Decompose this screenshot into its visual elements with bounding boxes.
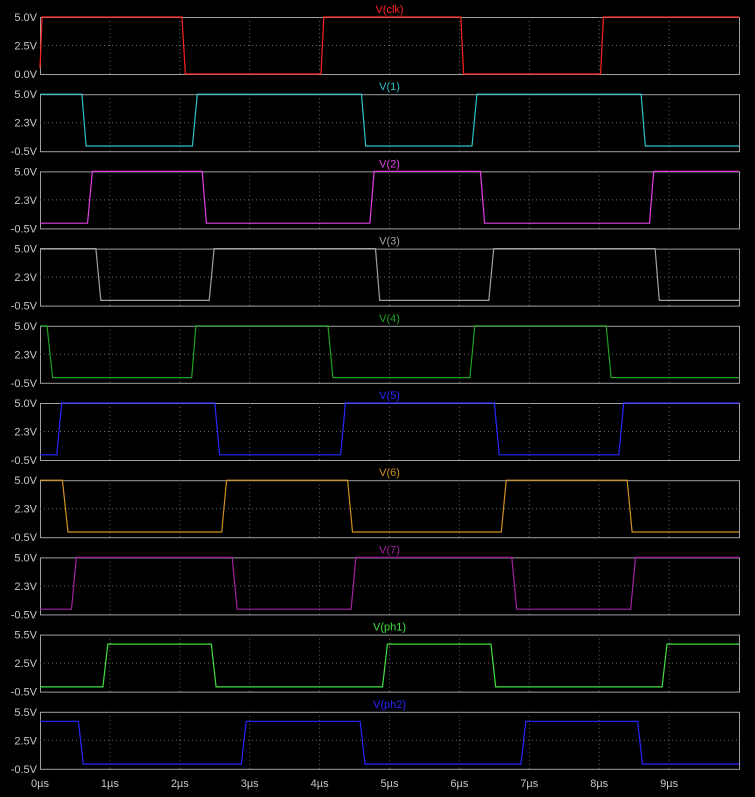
x-tick-label: 7µs [520, 778, 538, 790]
panel-title: V(2) [379, 158, 400, 170]
y-tick-label: 0.0V [14, 69, 37, 81]
panel-title: V(clk) [375, 4, 403, 16]
y-tick-label: -0.5V [11, 764, 38, 776]
x-tick-label: 3µs [241, 778, 259, 790]
y-tick-label: -0.5V [11, 532, 38, 544]
y-tick-label: -0.5V [11, 146, 38, 158]
y-tick-label: -0.5V [11, 687, 38, 699]
panel-title: V(6) [379, 467, 400, 479]
waveform-trace [40, 402, 739, 456]
waveform-trace [39, 16, 739, 75]
waveform-trace [40, 93, 739, 147]
y-tick-label: 2.5V [14, 735, 37, 747]
y-tick-label: 2.5V [14, 658, 37, 670]
waveform-trace [40, 325, 739, 379]
x-tick-label: 8µs [590, 778, 608, 790]
waveform-trace [40, 643, 739, 688]
panel-title: V(1) [379, 81, 400, 93]
y-tick-label: 2.3V [14, 504, 37, 516]
y-tick-label: -0.5V [11, 378, 38, 390]
waveform-trace [40, 556, 739, 610]
y-tick-label: -0.5V [11, 223, 38, 235]
y-tick-label: -0.5V [11, 301, 38, 313]
x-tick-label: 2µs [171, 778, 189, 790]
y-tick-label: 2.3V [14, 195, 37, 207]
x-tick-label: 6µs [450, 778, 468, 790]
panel-title: V(7) [379, 544, 400, 556]
y-tick-label: 5.0V [14, 166, 37, 178]
y-tick-label: 5.0V [14, 475, 37, 487]
y-tick-label: 2.3V [14, 427, 37, 439]
x-tick-label: 9µs [660, 778, 678, 790]
y-tick-label: 2.3V [14, 272, 37, 284]
y-tick-label: 5.0V [14, 244, 37, 256]
waveform-trace [40, 170, 739, 224]
y-tick-label: 5.0V [14, 321, 37, 333]
y-tick-label: -0.5V [11, 455, 38, 467]
y-tick-label: 5.0V [14, 552, 37, 564]
y-tick-label: -0.5V [11, 609, 38, 621]
y-tick-label: 5.0V [14, 89, 37, 101]
y-tick-label: 5.0V [14, 12, 37, 24]
panel-title: V(5) [379, 390, 400, 402]
x-tick-label: 0µs [31, 778, 49, 790]
waveform-trace [40, 248, 739, 301]
y-tick-label: 2.3V [14, 581, 37, 593]
waveform-trace [40, 479, 739, 533]
panel-title: V(4) [379, 313, 400, 325]
x-tick-label: 1µs [101, 778, 119, 790]
y-tick-label: 5.5V [14, 630, 37, 642]
waveform-trace [40, 720, 739, 765]
panel-title: V(3) [379, 236, 400, 248]
x-tick-label: 5µs [381, 778, 399, 790]
panel-title: V(ph1) [373, 622, 406, 634]
y-tick-label: 2.3V [14, 118, 37, 130]
y-tick-label: 5.5V [14, 707, 37, 719]
y-tick-label: 2.5V [14, 41, 37, 53]
x-tick-label: 4µs [311, 778, 329, 790]
y-tick-label: 5.0V [14, 398, 37, 410]
panel-title: V(ph2) [373, 699, 406, 711]
y-tick-label: 2.3V [14, 349, 37, 361]
